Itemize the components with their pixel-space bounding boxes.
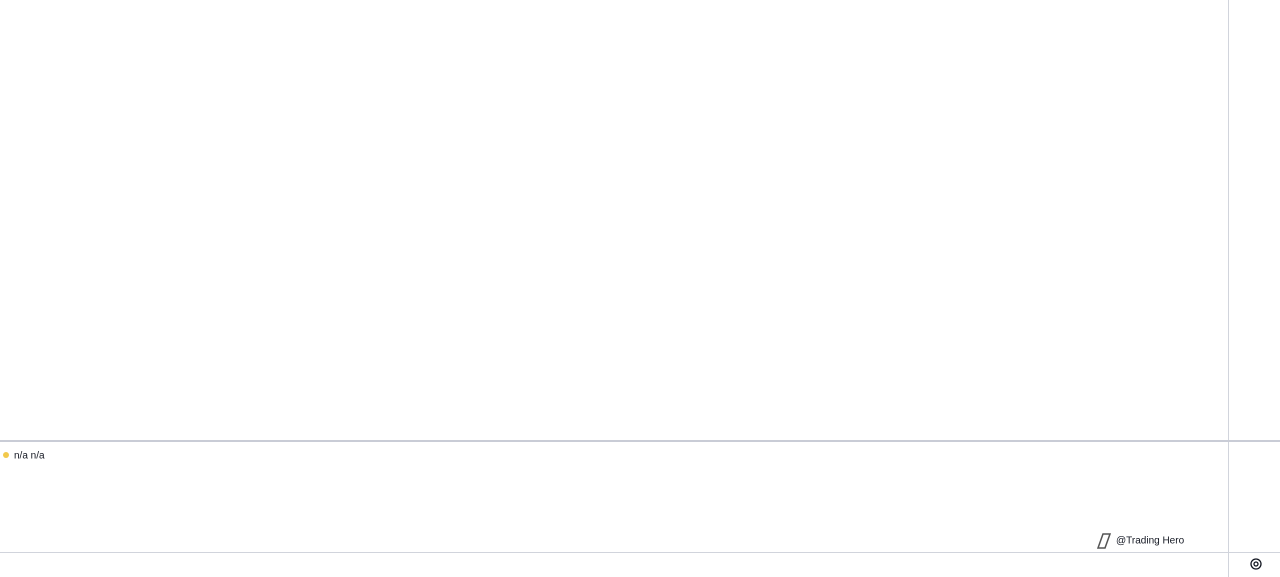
legend-dot — [3, 452, 9, 458]
watermark-icon — [1096, 533, 1112, 549]
watermark-icon — [1096, 533, 1112, 549]
pane-header: n/a n/a — [14, 451, 45, 462]
settings-icon[interactable] — [1253, 561, 1259, 567]
watermark: @Trading Hero — [1116, 536, 1185, 547]
settings-icon[interactable] — [1250, 558, 1262, 570]
settings-icon[interactable] — [1250, 558, 1262, 570]
